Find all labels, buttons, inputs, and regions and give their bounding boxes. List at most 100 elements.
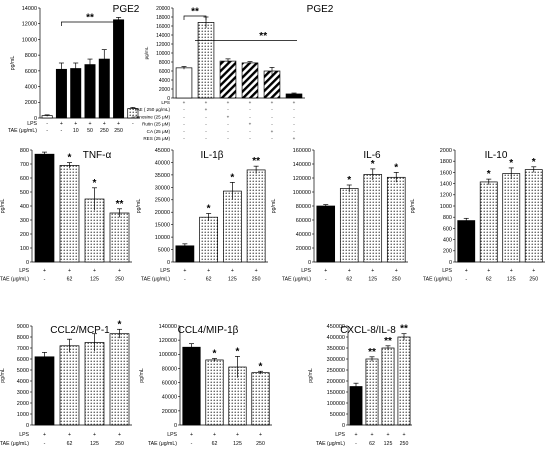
significance-label: ** — [86, 13, 94, 24]
significance-label: ** — [252, 156, 260, 167]
bar — [59, 345, 80, 426]
y-axis-label: pg/mL — [0, 199, 6, 214]
bar — [182, 346, 201, 426]
row-cell: - — [183, 122, 185, 127]
row-cell: - — [271, 107, 273, 112]
significance-label: * — [118, 319, 122, 330]
bar — [349, 386, 363, 426]
significance-label: * — [347, 175, 351, 186]
y-tick-label: 0 — [167, 260, 170, 266]
y-tick-label: 7000 — [17, 346, 29, 352]
y-tick-label: 800 — [20, 148, 29, 154]
row-cell: - — [183, 136, 185, 141]
y-tick-label: 200 — [443, 249, 452, 255]
row-cell: + — [354, 432, 357, 438]
y-tick-label: 400000 — [327, 335, 345, 341]
y-axis-label: pg/mL — [271, 199, 277, 214]
row-cell: - — [46, 121, 48, 127]
y-tick-label: 1800 — [440, 159, 452, 165]
row-cell: 62 — [369, 441, 375, 447]
significance-label: ** — [400, 324, 408, 335]
y-axis-label: pg/mL — [144, 46, 149, 59]
chart-title: IL-10 — [485, 150, 508, 161]
y-tick-label: 40000 — [162, 395, 177, 401]
row-cell: + — [68, 268, 71, 274]
chart-panel-7: CCL2/MCP-1 pg/mL 0 1000 2000 3000 4000 5000 6000… — [0, 319, 132, 447]
row-label: RES (25 μM) — [143, 136, 170, 141]
row-cell: 10 — [73, 128, 79, 134]
row-cell: 125 — [90, 277, 99, 283]
row-label: LPS — [167, 432, 177, 438]
row-cell: 250 — [100, 128, 109, 134]
row-cell: 125 — [368, 277, 377, 283]
y-tick-label: 5000 — [158, 247, 170, 253]
row-cell: + — [386, 432, 389, 438]
row-cell: + — [348, 268, 351, 274]
row-cell: + — [93, 268, 96, 274]
y-tick-label: 200 — [20, 232, 29, 238]
y-tick-label: 1200 — [440, 193, 452, 199]
bar — [219, 60, 237, 99]
chart-title: TNF-α — [83, 150, 112, 161]
y-tick-label: 0 — [174, 423, 177, 429]
row-cell: + — [532, 268, 535, 274]
bar — [365, 358, 379, 426]
row-cell: - — [44, 277, 46, 283]
y-tick-label: 0 — [34, 116, 37, 122]
bar — [502, 173, 521, 263]
row-label: Adenosine (25 μM) — [131, 114, 170, 119]
significance-label: * — [509, 158, 513, 169]
row-cell: + — [249, 100, 252, 105]
row-cell: 125 — [228, 277, 237, 283]
significance-label: * — [371, 159, 375, 170]
row-cell: - — [249, 129, 251, 134]
y-tick-label: 800 — [443, 215, 452, 221]
row-cell: 250 — [252, 277, 261, 283]
row-label: LPS — [335, 432, 345, 438]
chart-panel-4: IL-1β pg/mL 0 5000 10000 15000 20000 25000 30000… — [136, 148, 268, 283]
row-cell: + — [370, 432, 373, 438]
y-tick-label: 150000 — [327, 390, 345, 396]
bar — [457, 220, 476, 263]
y-axis-label: pg/mL — [308, 368, 314, 383]
y-tick-label: 4000 — [25, 84, 37, 90]
bar — [223, 190, 242, 263]
y-tick-label: 140000 — [293, 162, 311, 168]
y-tick-label: 0 — [26, 423, 29, 429]
y-tick-label: 1400 — [440, 182, 452, 188]
y-tick-label: 12000 — [22, 22, 37, 28]
y-tick-label: 40000 — [155, 160, 170, 166]
y-tick-label: 18000 — [156, 15, 170, 21]
y-tick-label: 2000 — [17, 401, 29, 407]
y-tick-label: 100000 — [327, 401, 345, 407]
row-cell: + — [60, 121, 63, 127]
significance-label: ** — [116, 199, 124, 210]
bar — [241, 62, 259, 99]
row-cell: - — [227, 136, 229, 141]
row-cell: - — [205, 122, 207, 127]
chart-panel-3: TNF-αpg/mL0100200300400500600700800****L… — [0, 148, 132, 283]
row-label: TAE (μg/mL) — [316, 441, 345, 447]
bar — [55, 68, 67, 119]
y-tick-label: 80000 — [162, 366, 177, 372]
row-cell: + — [293, 100, 296, 105]
row-label: TAE (μg/mL) — [8, 128, 37, 134]
row-cell: + — [74, 121, 77, 127]
bar — [386, 176, 406, 263]
y-axis-label: pg/mL — [10, 56, 16, 71]
row-cell: - — [271, 136, 273, 141]
row-cell: + — [43, 268, 46, 274]
y-tick-label: 300 — [20, 218, 29, 224]
bar — [109, 333, 130, 426]
row-cell: 250 — [392, 277, 401, 283]
y-tick-label: 600 — [20, 176, 29, 182]
row-label: TAE (μg/mL) — [148, 441, 177, 447]
chart-panel-9: CXCL-8/IL-8 pg/mL 0 50000 100000 150000 200000… — [308, 324, 412, 447]
y-tick-label: 80000 — [296, 204, 311, 210]
row-cell: + — [93, 432, 96, 438]
row-cell: - — [183, 129, 185, 134]
row-cell: + — [271, 100, 274, 105]
y-tick-label: 0 — [342, 423, 345, 429]
y-tick-label: 0 — [26, 260, 29, 266]
bar — [84, 342, 105, 426]
